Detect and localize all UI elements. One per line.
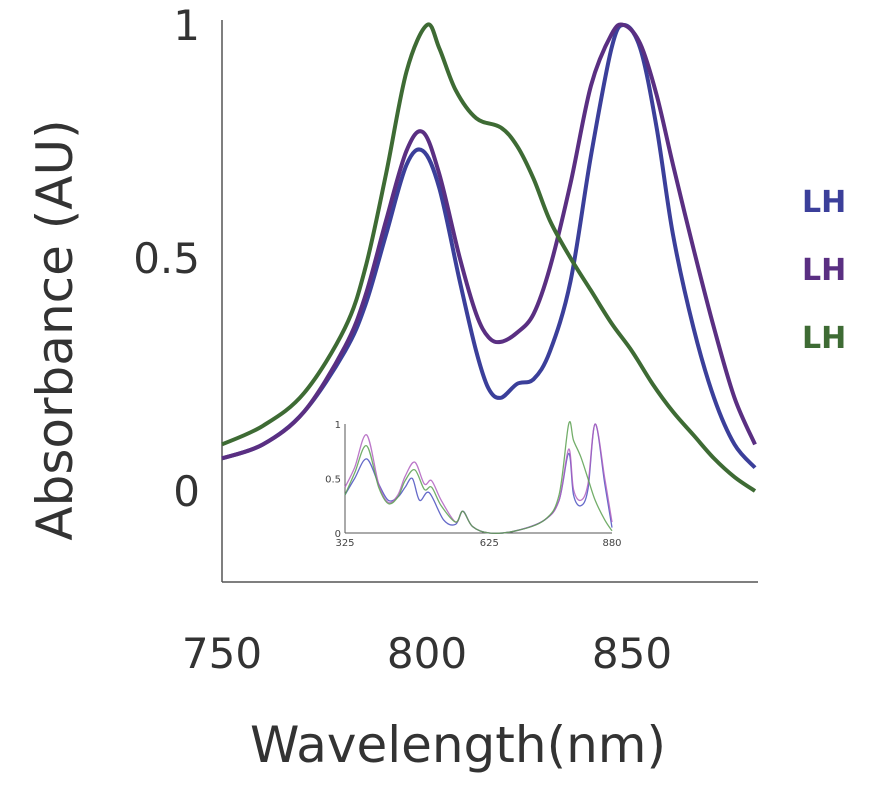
inset-chart: 325 625 880 0 0.5 1	[325, 420, 621, 549]
x-tick-label: 850	[592, 629, 672, 678]
inset-x-tick-label: 325	[335, 538, 354, 549]
x-axis-label: Wavelength(nm)	[250, 716, 666, 774]
legend-entry: LH	[802, 321, 846, 356]
y-tick-label: 0.5	[133, 234, 200, 283]
legend-entry: LH	[802, 185, 846, 220]
y-tick-label: 1	[173, 1, 200, 50]
x-tick-label: 800	[387, 629, 467, 678]
y-axis-label: Absorbance (AU)	[26, 119, 84, 540]
y-tick-label: 0	[173, 467, 200, 516]
inset-y-tick-label: 1	[335, 420, 341, 431]
series-line-1	[221, 22, 757, 461]
axes	[221, 20, 758, 583]
inset-x-tick-label: 625	[480, 538, 499, 549]
series-line-2	[221, 22, 757, 493]
inset-y-tick-label: 0.5	[325, 475, 341, 486]
inset-series-line-2	[344, 421, 613, 534]
inset-series-line-1	[344, 423, 613, 534]
x-tick-label: 750	[182, 629, 262, 678]
inset-y-tick-label: 0	[335, 529, 341, 540]
series-line-0	[221, 22, 757, 470]
inset-x-tick-label: 880	[602, 538, 621, 549]
legend-entry: LH	[802, 253, 846, 288]
